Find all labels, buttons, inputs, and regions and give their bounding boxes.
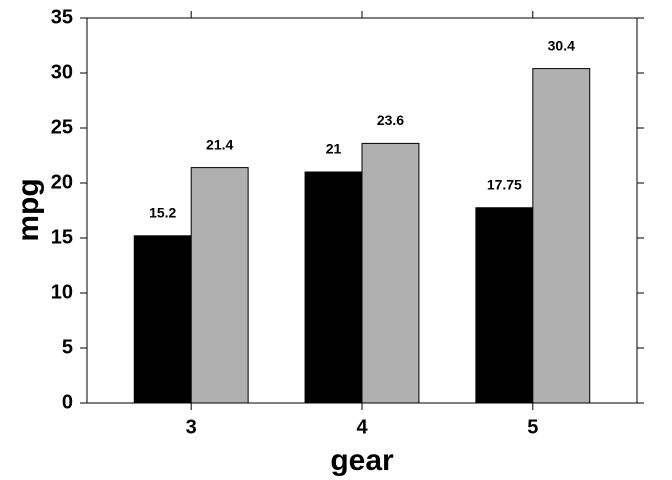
value-label: 30.4 [548,37,575,53]
x-tick-label: 4 [356,416,368,438]
value-label: 21.4 [206,136,233,152]
y-axis-label: mpg [12,178,45,241]
bar [532,68,591,404]
x-axis-label: gear [330,444,394,477]
y-tick-label: 30 [51,61,73,83]
y-tick-label: 15 [51,226,73,248]
bar [304,171,363,404]
bar [133,235,192,404]
y-tick-label: 25 [51,116,73,138]
x-tick-label: 5 [527,416,538,438]
y-tick-label: 10 [51,281,73,303]
x-tick-label: 3 [186,416,197,438]
y-tick-label: 20 [51,171,73,193]
y-tick-label: 35 [51,6,73,28]
bar [190,167,249,404]
bar [475,207,534,404]
value-label: 15.2 [149,205,176,221]
y-tick-label: 0 [62,391,73,413]
value-label: 23.6 [377,112,404,128]
y-tick-label: 5 [62,336,73,358]
value-label: 21 [326,141,342,157]
bar [361,142,420,404]
value-label: 17.75 [487,176,522,192]
